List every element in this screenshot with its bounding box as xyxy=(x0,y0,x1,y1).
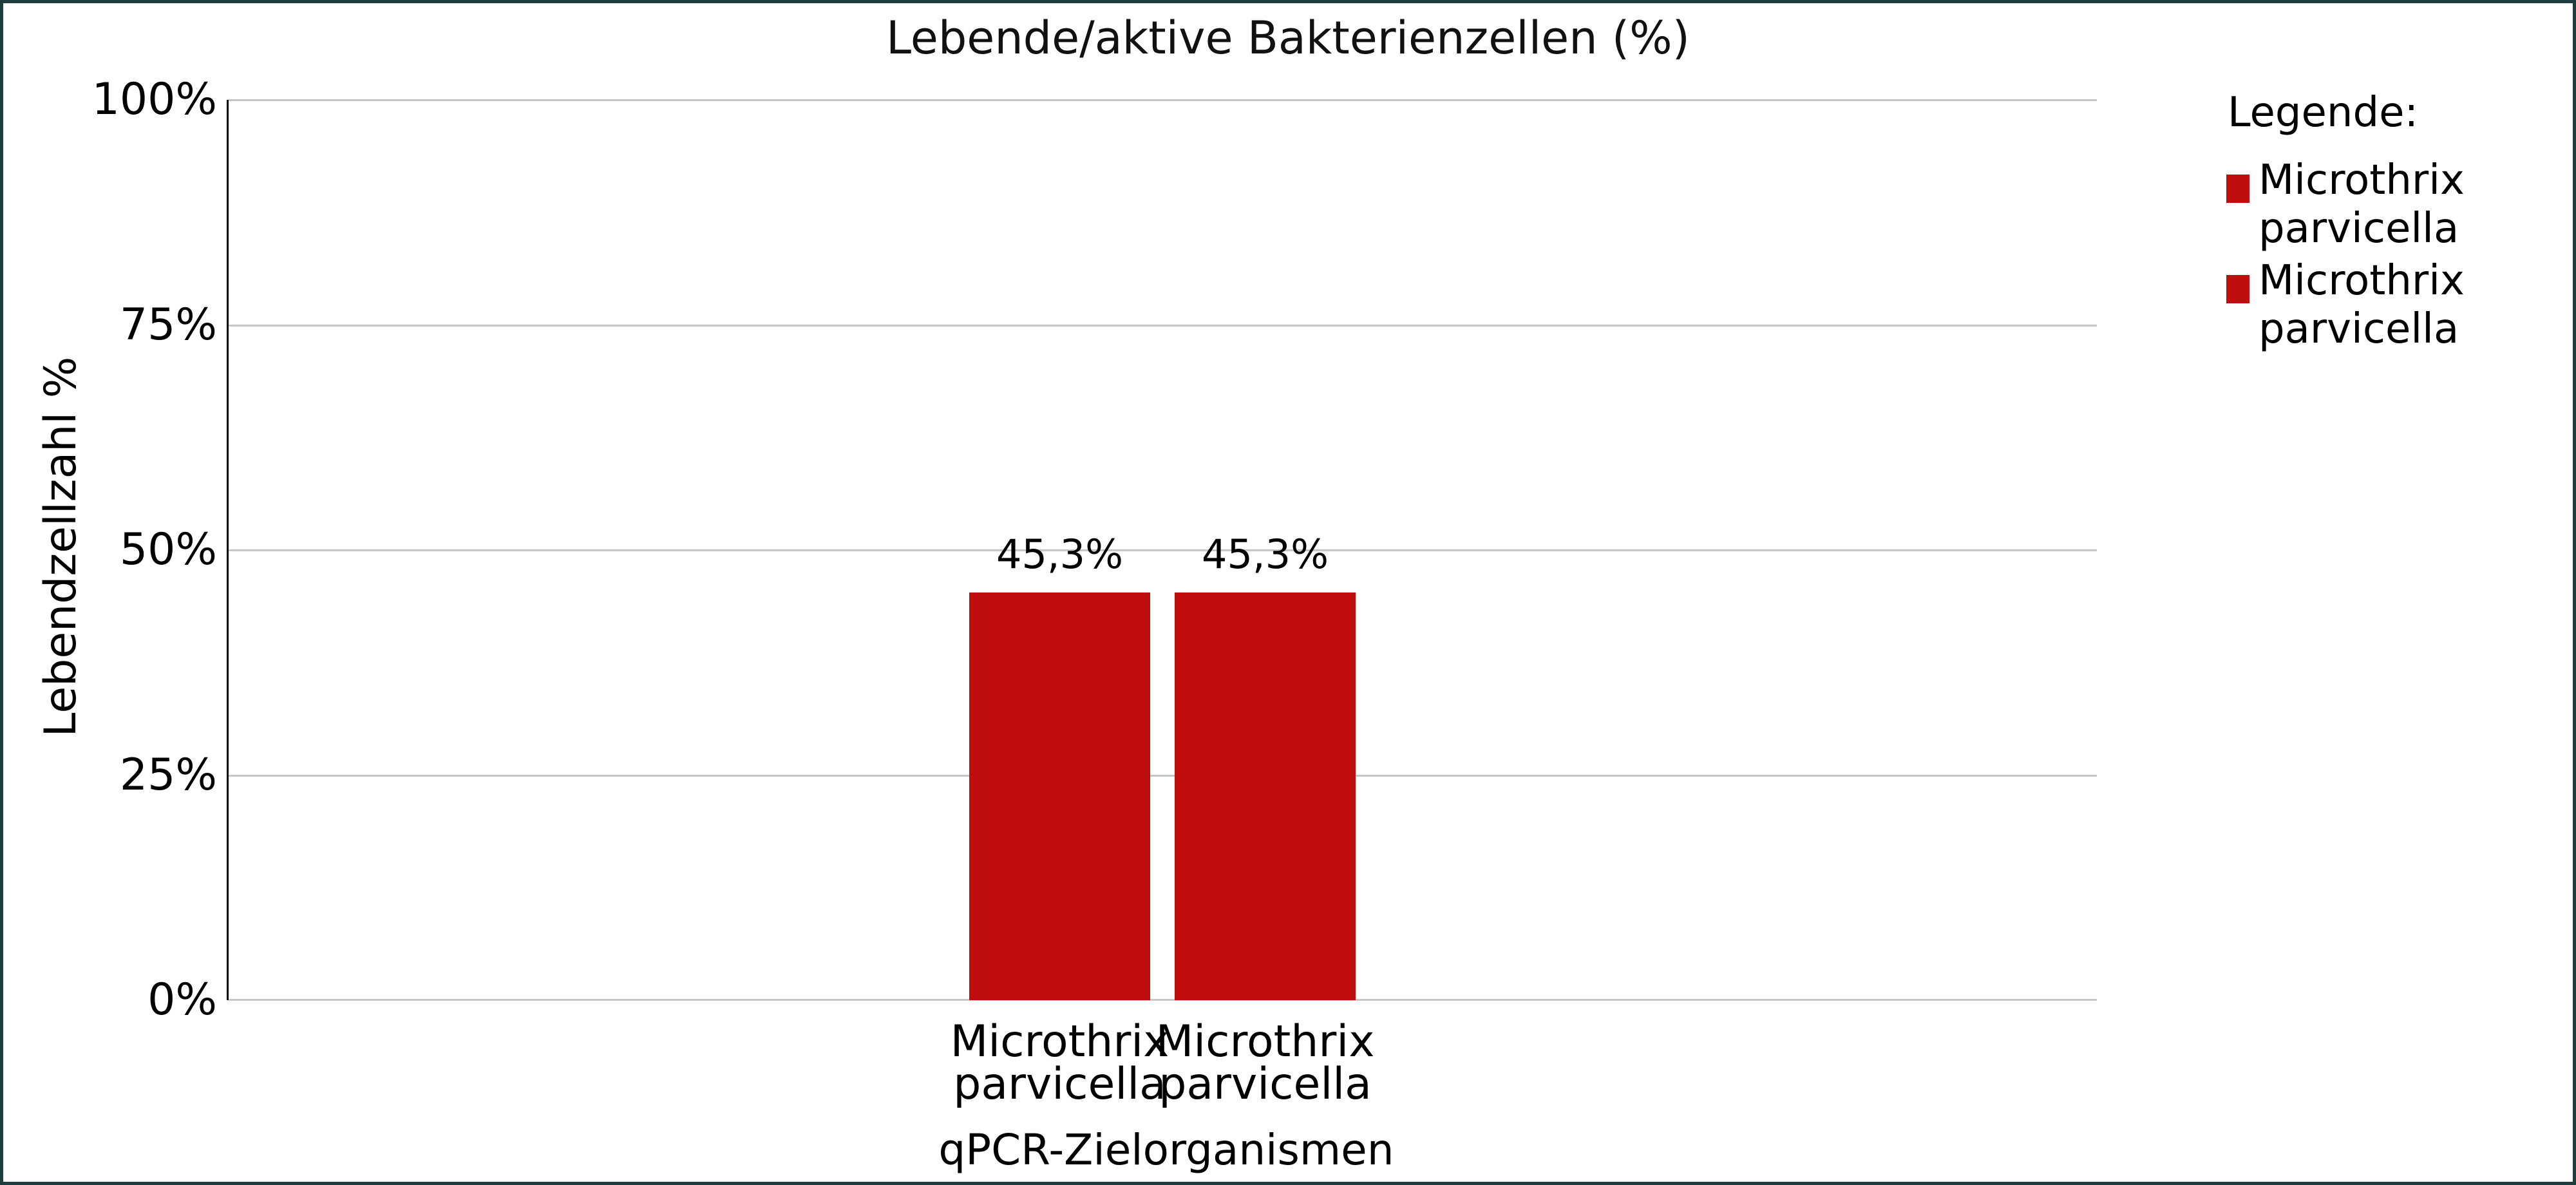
gridline-25 xyxy=(229,774,2097,777)
bar-microthrix-parvicella-1 xyxy=(969,592,1150,1000)
y-axis-title: Lebendzellzahl % xyxy=(35,356,86,737)
bar-value-label-1: 45,3% xyxy=(996,530,1123,578)
bar-slot-1: 45,3% Microthrix parvicella xyxy=(951,100,1170,1106)
legend-item-label: Microthrix parvicella xyxy=(2259,156,2465,252)
chart-title: Lebende/aktive Bakterienzellen (%) xyxy=(886,12,1690,64)
bar-value-label-2: 45,3% xyxy=(1202,530,1329,578)
y-axis-line xyxy=(227,100,229,1000)
legend-item-2: Microthrix parvicella xyxy=(2226,256,2573,354)
legend-item-label: Microthrix parvicella xyxy=(2259,256,2465,353)
x-tick-label-1: Microthrix parvicella xyxy=(950,1016,1170,1110)
legend: Legende: Microthrix parvicella Microthri… xyxy=(2226,89,2573,357)
gridline-75 xyxy=(229,324,2097,327)
legend-title: Legende: xyxy=(2228,89,2419,137)
x-tick-label-2: Microthrix parvicella xyxy=(1155,1016,1375,1110)
bar-slot-2: 45,3% Microthrix parvicella xyxy=(1156,100,1375,1106)
gridline-50 xyxy=(229,549,2097,551)
legend-swatch-icon xyxy=(2226,274,2249,303)
legend-item-1: Microthrix parvicella xyxy=(2226,156,2573,253)
y-tick-0: 0% xyxy=(147,974,217,1025)
plot-area: 100% 75% 50% 25% 0% 45,3% Microthrix par… xyxy=(92,78,2097,1106)
gridline-0 xyxy=(229,999,2097,1001)
y-tick-25: 25% xyxy=(119,749,217,801)
gridline-100 xyxy=(229,99,2097,101)
y-tick-50: 50% xyxy=(119,524,217,575)
legend-swatch-icon xyxy=(2226,175,2249,203)
x-axis-title: qPCR-Zielorganismen xyxy=(938,1125,1394,1175)
bar-microthrix-parvicella-2 xyxy=(1175,592,1356,1000)
y-tick-75: 75% xyxy=(119,299,217,350)
y-tick-100: 100% xyxy=(91,74,217,125)
